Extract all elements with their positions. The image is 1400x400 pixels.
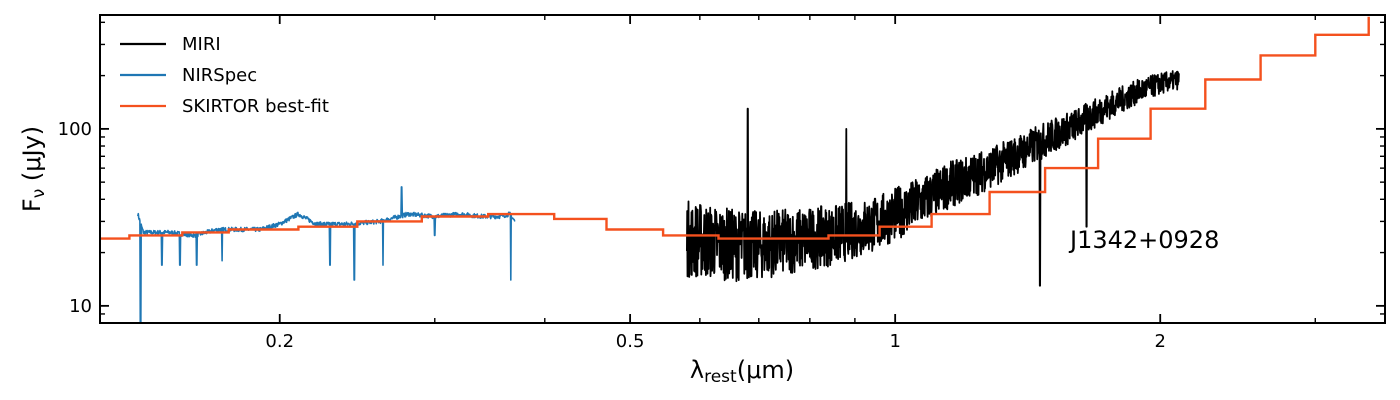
legend: MIRI NIRSpec SKIRTOR best-fit: [120, 34, 329, 117]
x-axis-label-rest: (μm): [737, 356, 794, 384]
legend-label-miri: MIRI: [182, 34, 221, 55]
plot-area: [100, 15, 1385, 323]
legend-label-nirspec: NIRSpec: [182, 65, 257, 86]
y-axis-label-sub: ν: [29, 189, 49, 199]
y-tick-label: 10: [69, 296, 92, 317]
x-axis-label-sub: rest: [704, 367, 737, 387]
series-line-skirtor-best-fit: [100, 16, 1370, 240]
x-axis-label-main: λ: [690, 356, 704, 384]
plot-frame: [99, 14, 1386, 324]
x-tick-label: 0.2: [265, 331, 294, 352]
y-axis-label: Fν (μJy): [18, 126, 49, 212]
x-tick-label: 1: [889, 331, 900, 352]
y-tick-label: 100: [58, 119, 92, 140]
x-axis-label: λrest(μm): [690, 356, 794, 387]
series-line-miri: [686, 70, 1180, 287]
legend-label-skirtor: SKIRTOR best-fit: [182, 96, 329, 117]
x-tick-label: 0.5: [616, 331, 645, 352]
y-axis-label-rest: (μJy): [18, 126, 46, 189]
y-axis-label-main: F: [18, 198, 46, 212]
x-tick-label: 2: [1155, 331, 1166, 352]
object-annotation: J1342+0928: [1068, 226, 1219, 254]
